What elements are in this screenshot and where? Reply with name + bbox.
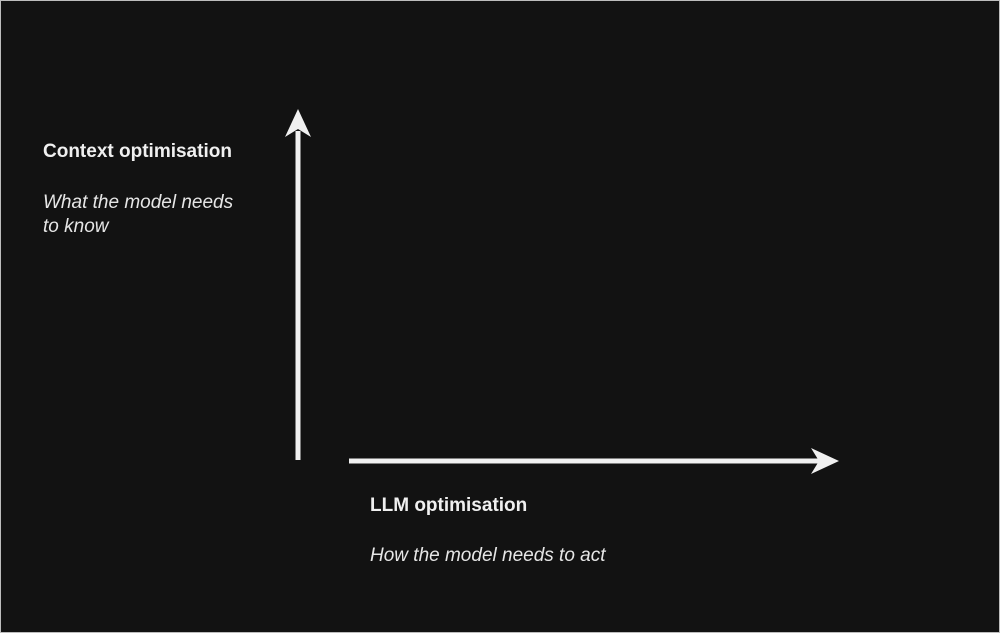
vertical-axis-title: Context optimisation [43, 141, 232, 162]
horizontal-arrowhead [811, 448, 839, 474]
vertical-axis-subtitle: What the model needs to know [43, 192, 234, 237]
horizontal-axis-subtitle: How the model needs to act [370, 545, 606, 566]
horizontal-axis-label: LLM optimisation How the model needs to … [370, 494, 790, 568]
horizontal-axis-title: LLM optimisation [370, 495, 528, 516]
vertical-axis-label: Context optimisation What the model need… [43, 140, 273, 239]
vertical-arrowhead [285, 109, 311, 137]
